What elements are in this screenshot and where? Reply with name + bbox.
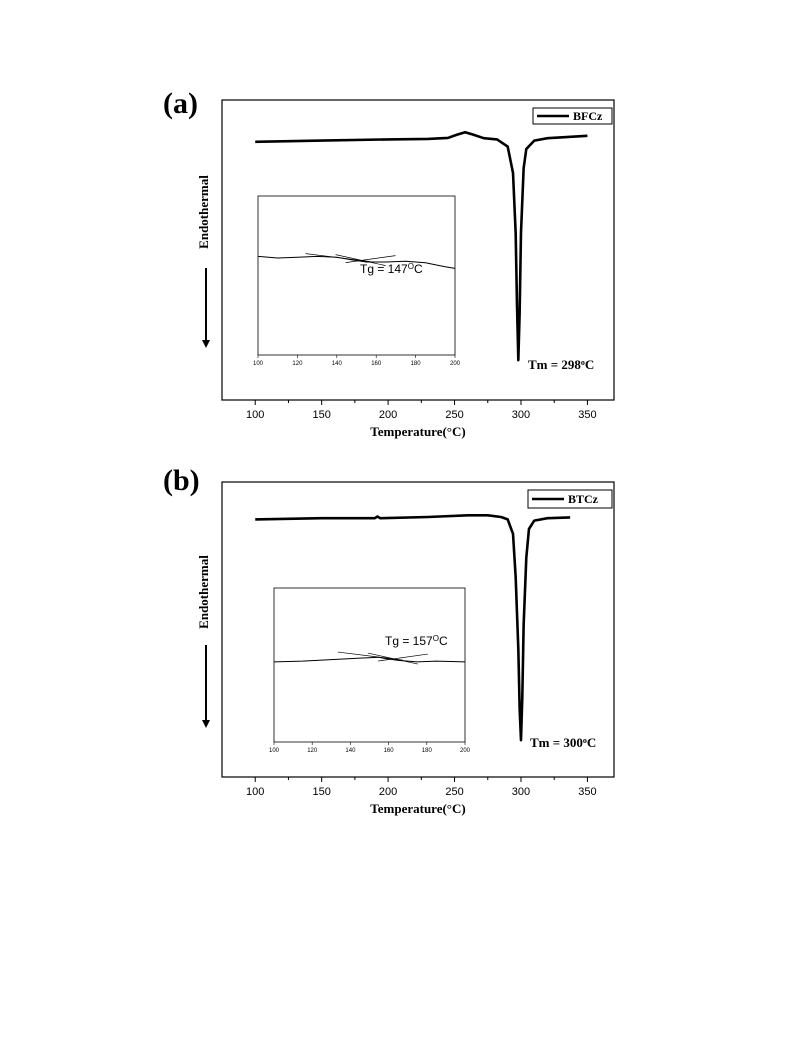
inset-x-tick-label: 200 xyxy=(450,361,461,367)
tg-annotation: Tg = 147OC xyxy=(360,262,423,277)
x-tick-label: 350 xyxy=(578,409,596,421)
tg-tangent-line xyxy=(367,652,418,665)
y-axis-label: Endothermal xyxy=(196,175,211,249)
x-tick-label: 250 xyxy=(445,409,463,421)
series-line xyxy=(255,130,588,362)
tm-annotation: Tm = 298oC xyxy=(528,357,594,372)
tg-annotation: Tg = 157OC xyxy=(385,634,448,649)
legend-box xyxy=(532,107,613,125)
inset-x-tick-label: 100 xyxy=(253,361,264,367)
legend-label: BFCz xyxy=(573,109,603,123)
arrow-head-icon xyxy=(202,720,210,728)
y-axis-label: Endothermal xyxy=(196,555,211,629)
panel-label: (b) xyxy=(163,464,200,497)
x-axis-label: Temperature(°C) xyxy=(370,801,465,816)
tg-tangent-line xyxy=(377,653,428,662)
plot-frame xyxy=(221,99,615,401)
tm-annotation: Tm = 300oC xyxy=(530,735,596,750)
tg-tangent-line xyxy=(345,255,396,263)
arrow-head-icon xyxy=(202,340,210,348)
legend-label: BTCz xyxy=(568,492,599,506)
panel-label: (a) xyxy=(163,87,198,120)
inset-x-tick-label: 200 xyxy=(460,748,471,754)
inset-x-tick-label: 180 xyxy=(422,748,433,754)
chart-panel-1: 100 150 200 250 300 350 Temperature(°C) (b) Endo… xyxy=(163,464,615,816)
x-tick-label: 150 xyxy=(312,409,330,421)
inset-x-tick-label: 100 xyxy=(269,748,280,754)
x-tick-label: 150 xyxy=(312,786,330,798)
inset-frame xyxy=(273,587,466,743)
inset-x-tick-label: 160 xyxy=(371,361,382,367)
chart-panel-0: 100 150 200 250 300 350 Temperature(°C) (a) Endo… xyxy=(163,87,615,439)
inset-x-tick-label: 180 xyxy=(411,361,422,367)
x-tick-label: 250 xyxy=(445,786,463,798)
inset-x-tick-label: 160 xyxy=(384,748,395,754)
tg-tangent-line xyxy=(335,254,386,266)
inset-x-tick-label: 140 xyxy=(345,748,356,754)
series-line xyxy=(255,514,571,742)
x-tick-label: 300 xyxy=(512,786,530,798)
x-tick-label: 300 xyxy=(512,409,530,421)
plot-frame xyxy=(221,481,615,778)
x-tick-label: 200 xyxy=(379,786,397,798)
x-axis-label: Temperature(°C) xyxy=(370,424,465,439)
legend-box xyxy=(527,489,613,509)
inset-x-tick-label: 120 xyxy=(292,361,303,367)
x-tick-label: 100 xyxy=(246,409,264,421)
x-tick-label: 350 xyxy=(578,786,596,798)
x-tick-label: 200 xyxy=(379,409,397,421)
x-tick-label: 100 xyxy=(246,786,264,798)
inset-frame xyxy=(257,195,456,356)
inset-x-tick-label: 140 xyxy=(332,361,343,367)
inset-x-tick-label: 120 xyxy=(307,748,318,754)
